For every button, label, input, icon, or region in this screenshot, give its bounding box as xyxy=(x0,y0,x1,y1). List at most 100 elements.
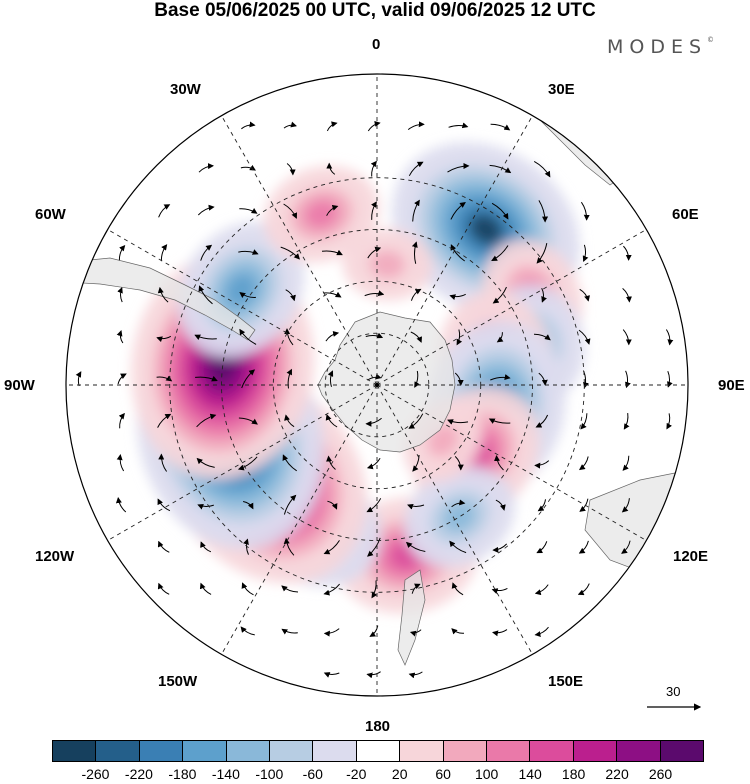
map-title: Base 05/06/2025 00 UTC, valid 09/06/2025… xyxy=(154,0,596,21)
wind-vector-arrow xyxy=(370,160,377,177)
wind-vector-arrow xyxy=(538,372,548,386)
modes-logo: MODES© xyxy=(607,36,714,58)
wind-vector-arrow xyxy=(241,369,256,389)
lon-label-30w: 30W xyxy=(170,81,201,98)
wind-vector-arrow xyxy=(451,628,465,635)
wind-vector-arrow xyxy=(454,372,464,386)
wind-vector-arrow xyxy=(198,285,213,305)
lon-label-30e: 30E xyxy=(548,81,575,98)
wind-vector-arrow xyxy=(412,199,420,222)
wind-vector-arrow xyxy=(451,582,464,596)
colorbar-segment xyxy=(226,741,271,761)
colorbar-tick-label: -140 xyxy=(211,766,240,782)
colorbar-tick-label: -180 xyxy=(168,766,197,782)
wind-vector-arrow xyxy=(534,460,550,469)
wind-vector-arrow xyxy=(369,625,379,637)
wind-vector-arrow xyxy=(281,628,298,635)
wind-vector-arrow xyxy=(239,291,256,299)
wind-vector-arrow xyxy=(451,499,466,508)
wind-vector-arrow xyxy=(578,456,589,471)
wind-vector-arrow xyxy=(238,249,259,255)
wind-vector-arrow xyxy=(327,370,334,387)
wind-vector-arrow xyxy=(323,291,342,298)
wind-vector-arrow xyxy=(490,374,511,381)
colorbar-tick-label: -220 xyxy=(124,766,153,782)
wind-vector-arrow xyxy=(582,244,589,263)
wind-vector-arrow xyxy=(622,288,632,303)
wind-vector-arrow xyxy=(323,628,340,637)
colorbar-tick-label: -100 xyxy=(255,766,284,782)
brand-mark: © xyxy=(707,36,715,44)
wind-vector-arrow xyxy=(200,244,213,261)
wind-vector-arrow xyxy=(118,244,126,261)
wind-vector-arrow xyxy=(365,417,382,427)
colorbar xyxy=(52,740,704,762)
wind-vector-arrow xyxy=(160,244,168,262)
lon-label-180: 180 xyxy=(365,718,391,735)
wind-vector-arrow xyxy=(621,540,631,554)
colorbar-segment xyxy=(313,741,357,761)
wind-vector-arrow xyxy=(492,543,508,553)
colorbar-tick-label: 180 xyxy=(561,766,586,782)
wind-vector-arrow xyxy=(286,163,296,176)
wind-vector-arrow xyxy=(409,629,422,637)
wind-vector-arrow xyxy=(367,246,382,259)
wind-vector-arrow xyxy=(240,164,256,171)
wind-vector-arrow xyxy=(364,290,385,297)
wind-vector-arrow xyxy=(196,457,215,468)
wind-vector-arrow xyxy=(280,246,300,260)
wind-vector-arrow xyxy=(367,121,381,132)
wind-vector-arrow xyxy=(157,413,172,428)
latitude-circle xyxy=(169,177,585,593)
wind-vector-arrow xyxy=(282,454,297,472)
colorbar-tick-label: -60 xyxy=(302,766,323,782)
wind-vector-arrow xyxy=(241,121,256,130)
lon-label-150e: 150E xyxy=(548,673,584,690)
wind-vector-arrow xyxy=(238,417,258,425)
wind-vector-arrow xyxy=(325,414,338,428)
colorbar-tick-label: 60 xyxy=(435,766,451,782)
polar-map xyxy=(65,73,702,711)
colorbar-segment xyxy=(96,741,140,761)
wind-vector-arrow xyxy=(448,122,469,129)
wind-vector-arrow xyxy=(492,286,507,304)
wind-vector-arrow xyxy=(449,540,467,554)
wind-vector-arrow xyxy=(327,500,338,510)
wind-vector-arrow xyxy=(407,503,425,510)
wind-vector-arrow xyxy=(405,541,426,552)
wind-vector-arrow xyxy=(578,540,589,554)
wind-vector-arrow xyxy=(623,245,632,261)
wind-vector-arrow xyxy=(237,456,258,471)
wind-vector-arrow xyxy=(117,286,123,303)
colorbar-segment xyxy=(139,741,184,761)
wind-vector-arrow xyxy=(366,671,381,679)
meridian-line xyxy=(376,384,533,655)
wind-vector-arrow xyxy=(239,207,258,214)
reference-vector-label: 30 xyxy=(666,684,681,699)
anomaly-field xyxy=(131,142,586,614)
lon-label-60w: 60W xyxy=(35,206,66,223)
wind-vector-arrow xyxy=(533,333,551,341)
wind-vector-arrow xyxy=(447,162,470,173)
wind-vector-arrow xyxy=(577,583,590,596)
colorbar-segment xyxy=(487,741,531,761)
wind-vector-arrow xyxy=(449,293,466,300)
wind-vector-arrow xyxy=(621,498,630,513)
wind-vector-arrow xyxy=(117,373,127,385)
wind-vector-arrow xyxy=(240,626,255,636)
wind-vector-arrow xyxy=(623,413,630,430)
map-boundary xyxy=(65,73,689,697)
meridian-line xyxy=(107,384,378,541)
wind-vector-arrow xyxy=(534,626,549,638)
wind-vector-arrow xyxy=(411,241,418,264)
wind-vector-arrow xyxy=(158,453,168,472)
lon-label-0: 0 xyxy=(372,36,381,53)
wind-vector-arrow xyxy=(156,335,172,343)
wind-vector-arrow xyxy=(366,498,382,513)
colorbar-tick-label: 20 xyxy=(391,766,408,782)
meridian-line xyxy=(376,384,647,541)
wind-vector-arrow xyxy=(197,503,214,510)
wind-vector-arrow xyxy=(491,587,508,594)
wind-vector-arrow xyxy=(115,497,127,513)
colorbar-tick-label: 260 xyxy=(648,766,673,782)
